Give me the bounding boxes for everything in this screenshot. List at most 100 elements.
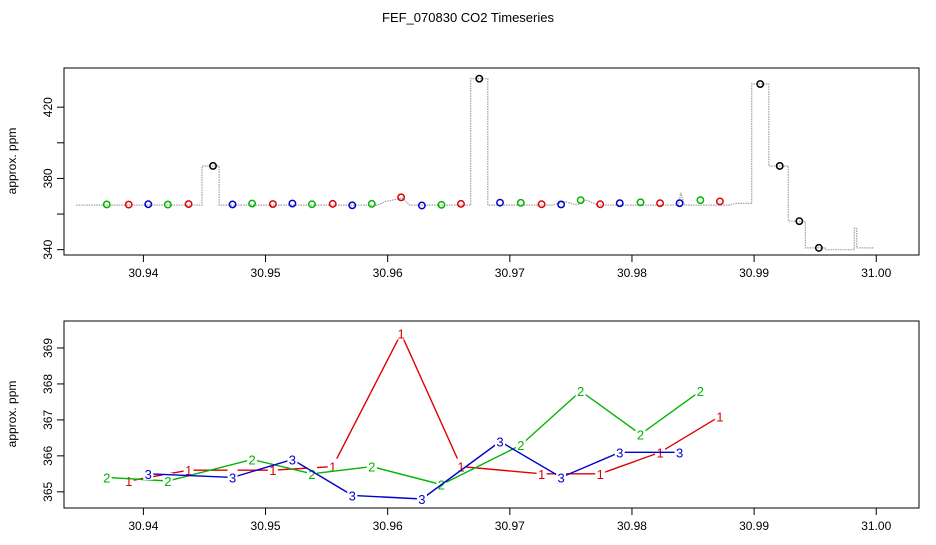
series-2-point-marker bbox=[696, 196, 705, 205]
peak-point-marker bbox=[795, 217, 804, 226]
series-1-point-marker: 1 bbox=[125, 474, 132, 489]
x-tick-label: 31.00 bbox=[861, 519, 891, 533]
series-2-point-marker: 2 bbox=[103, 470, 110, 485]
series-3-point-marker: 3 bbox=[616, 445, 623, 460]
series-3-point-marker: 3 bbox=[418, 492, 425, 507]
bottom-panel: approx. ppm 30.94 30.95 30.96 30.97 30.98 30.… bbox=[5, 320, 920, 533]
top-plot-frame bbox=[63, 67, 920, 256]
series-3-point-marker: 3 bbox=[496, 434, 503, 449]
bottom-y-axis-title: approx. ppm bbox=[5, 381, 19, 448]
series-1-point-marker bbox=[328, 199, 337, 208]
series-3-point-marker bbox=[288, 199, 297, 208]
x-tick-label: 30.95 bbox=[251, 519, 281, 533]
x-tick-label: 30.98 bbox=[617, 266, 647, 280]
series-2-marker-bg bbox=[695, 383, 706, 398]
peak-point-marker bbox=[209, 162, 217, 170]
series-1-marker-bg bbox=[714, 408, 725, 423]
series-2-point-marker: 2 bbox=[248, 452, 255, 467]
series-2-marker-bg bbox=[247, 451, 258, 466]
series-2-point-marker bbox=[163, 200, 172, 209]
y-tick-label: 420 bbox=[41, 97, 55, 117]
series-3-point-marker: 3 bbox=[289, 452, 296, 467]
peak-point-marker bbox=[475, 74, 484, 83]
series-2-point-marker bbox=[102, 200, 111, 209]
series-3-marker-bg bbox=[495, 433, 506, 448]
series-2-point-marker: 2 bbox=[517, 438, 524, 453]
x-tick-label: 30.95 bbox=[251, 266, 281, 280]
series-3-marker-bg bbox=[227, 469, 238, 484]
series-2-point-marker bbox=[437, 200, 446, 209]
series-1-marker-bg bbox=[595, 465, 606, 480]
series-3-point-marker: 3 bbox=[349, 488, 356, 503]
series-1-point-marker: 1 bbox=[597, 467, 604, 482]
series-2-marker-bg bbox=[101, 469, 112, 484]
series-2-point-marker bbox=[516, 198, 525, 207]
series-1-point-marker: 1 bbox=[538, 467, 545, 482]
y-tick-label: 380 bbox=[41, 168, 55, 188]
y-tick-label: 365 bbox=[41, 481, 55, 501]
series-1-point-marker bbox=[124, 200, 133, 209]
series-2-marker-bg bbox=[635, 426, 646, 441]
peak-point-marker bbox=[814, 243, 823, 252]
peak-point-marker bbox=[756, 80, 765, 88]
series-3-point-marker bbox=[557, 200, 566, 209]
series-3-point-marker: 3 bbox=[558, 470, 565, 485]
series-3-point-marker bbox=[228, 200, 237, 209]
series-1-marker-bg bbox=[123, 473, 134, 488]
series-2-point-marker bbox=[636, 198, 645, 207]
series-3-marker-bg bbox=[287, 451, 298, 466]
x-tick-label: 30.97 bbox=[495, 266, 525, 280]
series-1-marker-bg bbox=[536, 465, 547, 480]
series-2-point-marker: 2 bbox=[577, 384, 584, 399]
bottom-plot-frame bbox=[63, 320, 920, 509]
series-1-marker-bg bbox=[327, 458, 338, 473]
series-2-point-marker: 2 bbox=[164, 474, 171, 489]
x-tick-label: 30.98 bbox=[617, 519, 647, 533]
x-tick-label: 30.99 bbox=[739, 519, 769, 533]
series-1-point-marker: 1 bbox=[457, 460, 464, 475]
x-tick-label: 31.00 bbox=[861, 266, 891, 280]
series-3-marker-bg bbox=[556, 469, 567, 484]
top-y-axis-title: approx. ppm bbox=[5, 128, 19, 195]
series-1-point-marker: 1 bbox=[716, 409, 723, 424]
y-tick-label: 367 bbox=[41, 410, 55, 430]
series-3-point-marker bbox=[348, 201, 357, 210]
x-tick-label: 30.96 bbox=[373, 266, 403, 280]
series-3-marker-bg bbox=[347, 487, 358, 502]
series-2-point-marker: 2 bbox=[637, 427, 644, 442]
series-2-point-marker bbox=[308, 200, 316, 209]
series-2-point-marker: 2 bbox=[368, 460, 375, 475]
series-1-line bbox=[128, 331, 721, 482]
series-3-marker-bg bbox=[143, 465, 154, 480]
series-1-point-marker bbox=[397, 193, 406, 202]
co2-trace-line bbox=[76, 78, 875, 251]
series-3-marker-bg bbox=[614, 444, 625, 459]
chart-title: FEF_070830 CO2 Timeseries bbox=[382, 10, 554, 25]
series-2-point-marker bbox=[576, 196, 585, 205]
series-1-point-marker bbox=[457, 199, 465, 208]
series-1-point-marker: 1 bbox=[185, 463, 192, 478]
series-3-marker-bg bbox=[674, 444, 685, 459]
x-tick-label: 30.96 bbox=[373, 519, 403, 533]
series-1-point-marker bbox=[537, 200, 546, 209]
series-3-point-marker bbox=[615, 199, 624, 208]
series-1-marker-bg bbox=[396, 325, 407, 340]
series-1-point-marker: 1 bbox=[269, 463, 276, 478]
series-3-point-marker bbox=[144, 200, 153, 209]
series-1-point-marker: 1 bbox=[329, 460, 336, 475]
series-3-marker-bg bbox=[416, 491, 427, 506]
series-1-point-marker bbox=[268, 200, 277, 209]
x-tick-label: 30.97 bbox=[495, 519, 525, 533]
series-1-point-marker bbox=[184, 200, 193, 209]
series-1-marker-bg bbox=[267, 462, 278, 477]
series-2-point-marker: 2 bbox=[308, 467, 315, 482]
peak-point-marker bbox=[775, 162, 784, 170]
series-3-point-marker bbox=[675, 199, 684, 208]
y-tick-label: 368 bbox=[41, 374, 55, 394]
top-panel: approx. ppm 30.94 30.95 30.96 30.97 30.98 30.… bbox=[5, 67, 920, 280]
series-2-point-marker bbox=[367, 199, 376, 208]
series-1-point-marker bbox=[596, 200, 605, 209]
series-1-point-marker: 1 bbox=[397, 327, 404, 342]
